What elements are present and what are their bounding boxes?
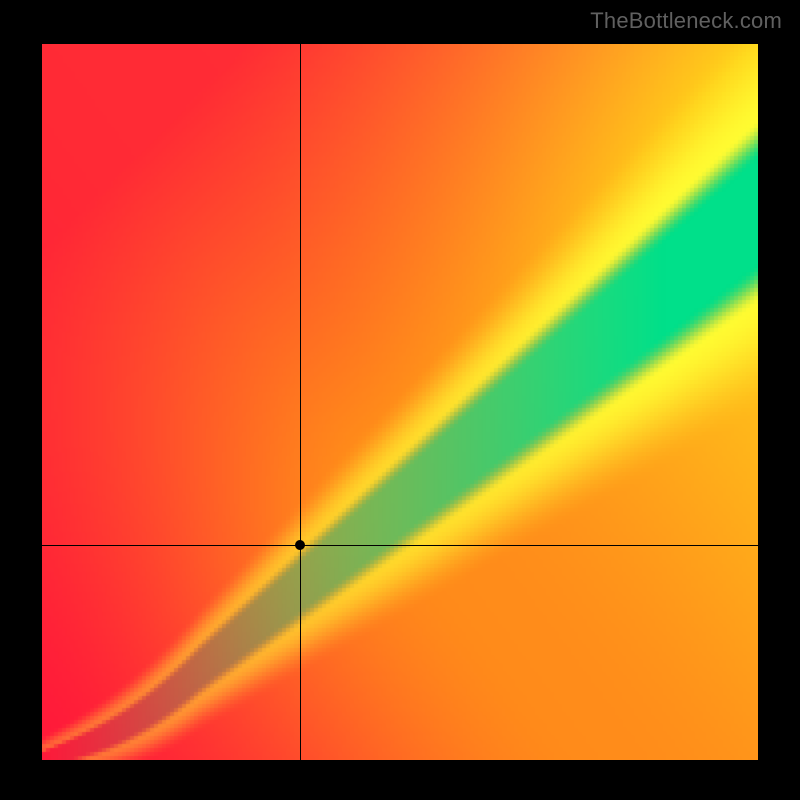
crosshair-horizontal <box>42 545 758 546</box>
heatmap-canvas <box>42 44 758 760</box>
watermark-text: TheBottleneck.com <box>590 8 782 34</box>
crosshair-marker <box>295 540 305 550</box>
heatmap-plot <box>42 44 758 760</box>
crosshair-vertical <box>300 44 301 760</box>
figure-container: TheBottleneck.com <box>0 0 800 800</box>
